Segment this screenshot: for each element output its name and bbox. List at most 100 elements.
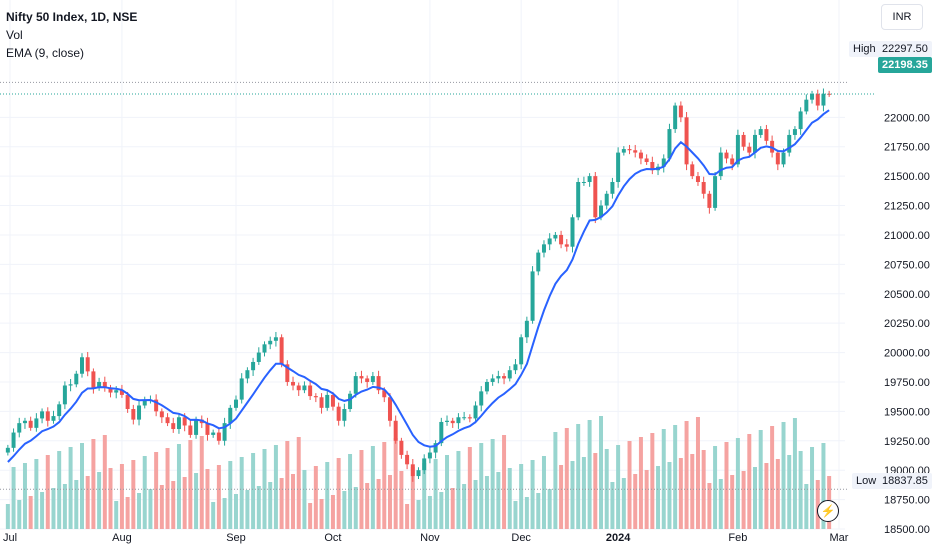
volume-bar xyxy=(730,475,735,529)
volume-bar xyxy=(376,479,381,529)
volume-bar xyxy=(85,476,90,529)
candle-body xyxy=(450,420,455,424)
volume-bar xyxy=(781,422,786,529)
candle-body xyxy=(730,158,735,165)
candle-body xyxy=(701,182,706,194)
candle-body xyxy=(456,417,461,424)
candle-body xyxy=(410,464,415,477)
candle-body xyxy=(416,470,421,477)
candle-body xyxy=(142,399,147,406)
volume-bar xyxy=(541,456,546,529)
lightning-icon[interactable]: ⚡ xyxy=(817,500,839,522)
x-tick-label: Dec xyxy=(511,532,531,544)
volume-bar xyxy=(587,420,592,529)
y-tick-label: 21750.00 xyxy=(884,142,930,154)
candle-body xyxy=(233,399,238,408)
volume-bar xyxy=(325,462,330,529)
candle-body xyxy=(713,176,718,208)
volume-bar xyxy=(724,442,729,529)
candle-body xyxy=(787,134,792,153)
candle-body xyxy=(764,129,769,141)
candle-body xyxy=(827,93,832,95)
x-tick-label: Feb xyxy=(728,532,747,544)
volume-bar xyxy=(359,450,364,529)
candle-body xyxy=(798,111,803,130)
volume-bar xyxy=(758,430,763,529)
candle-body xyxy=(707,193,712,208)
volume-bar xyxy=(775,459,780,529)
candle-body xyxy=(747,146,752,153)
y-tick-label: 18500.00 xyxy=(884,524,930,536)
volume-bar xyxy=(661,429,666,529)
candle-body xyxy=(753,134,757,153)
y-tick-label: 21500.00 xyxy=(884,171,930,183)
volume-bar xyxy=(330,495,335,529)
volume-bar xyxy=(216,465,221,529)
candle-body xyxy=(216,432,221,441)
volume-bar xyxy=(513,501,518,529)
volume-bar xyxy=(154,452,159,529)
candle-body xyxy=(211,432,216,435)
candle-body xyxy=(616,152,621,183)
candle-body xyxy=(319,397,324,408)
candle-body xyxy=(342,409,347,421)
candle-body xyxy=(296,385,301,391)
volume-bar xyxy=(707,483,712,529)
volume-bar xyxy=(296,437,301,529)
candle-body xyxy=(11,432,16,448)
volume-bar xyxy=(564,428,569,529)
candle-body xyxy=(792,129,797,135)
candle-body xyxy=(536,252,541,272)
volume-bar xyxy=(370,446,375,529)
volume-bar xyxy=(382,442,387,529)
volume-bar xyxy=(102,435,107,529)
volume-bar xyxy=(770,426,775,529)
symbol-title[interactable]: Nifty 50 Index, 1D, NSE xyxy=(6,10,138,24)
candle-body xyxy=(17,423,22,433)
volume-bar xyxy=(701,450,706,529)
candle-body xyxy=(268,340,273,345)
x-tick-label: Jul xyxy=(3,532,17,544)
x-axis[interactable]: Jul Aug Sep Oct Nov Dec 2024 Feb Mar xyxy=(3,532,849,544)
ema-legend[interactable]: EMA (9, close) xyxy=(6,46,85,60)
last-price-value: 22198.35 xyxy=(878,57,932,73)
currency-button[interactable]: INR xyxy=(881,4,923,30)
y-tick-label: 20000.00 xyxy=(884,348,930,360)
candle-body xyxy=(45,411,50,421)
candle-body xyxy=(325,394,330,408)
volume-bar xyxy=(787,455,792,529)
volume-bar xyxy=(804,484,809,529)
volume-bar xyxy=(165,448,170,529)
y-tick-label: 20500.00 xyxy=(884,289,930,301)
volume-bar xyxy=(97,472,102,529)
volume-bar xyxy=(194,473,199,529)
volume-bar xyxy=(570,461,575,529)
candle-body xyxy=(462,417,467,419)
candle-body xyxy=(205,423,210,435)
volume-bar xyxy=(17,500,22,529)
candle-body xyxy=(610,182,615,194)
candle-body xyxy=(553,234,558,239)
volume-bar xyxy=(365,483,370,529)
volume-bar xyxy=(313,466,318,529)
candle-body xyxy=(484,381,489,392)
volume-bar xyxy=(650,433,655,529)
volume-bar xyxy=(205,469,210,529)
volume-legend[interactable]: Vol xyxy=(6,28,23,42)
candle-body xyxy=(741,134,746,147)
candle-body xyxy=(479,391,484,406)
candle-body xyxy=(724,152,729,159)
volume-bar xyxy=(125,497,130,529)
volume-bar xyxy=(199,436,204,529)
volume-bar xyxy=(228,461,233,529)
candle-body xyxy=(621,149,626,153)
volume-bar xyxy=(393,438,398,529)
volume-bar xyxy=(137,493,142,529)
candle-body xyxy=(68,384,73,386)
volume-bar xyxy=(559,465,564,529)
volume-bar xyxy=(467,447,472,529)
candle-body xyxy=(365,378,370,382)
candle-body xyxy=(633,150,638,153)
volume-bar xyxy=(5,504,10,529)
